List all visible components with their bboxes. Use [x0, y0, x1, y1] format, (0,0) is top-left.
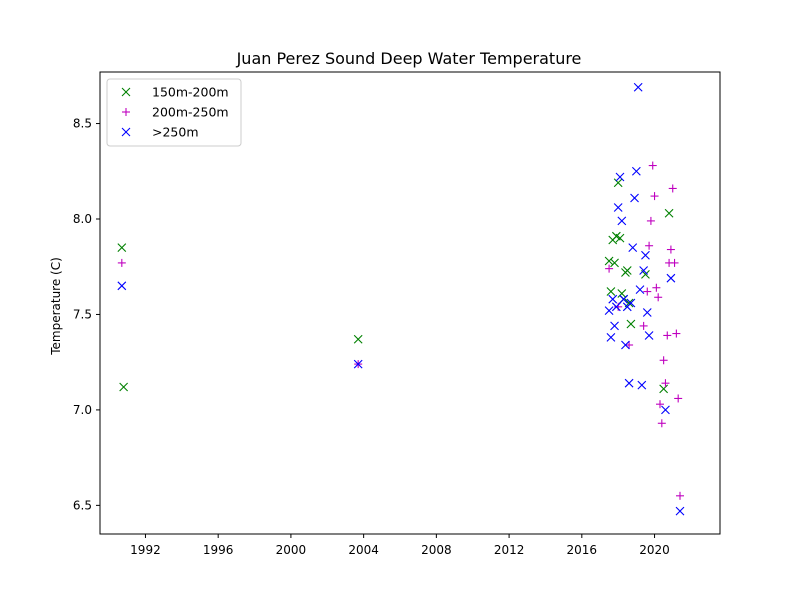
data-point	[615, 172, 625, 182]
legend-marker	[121, 87, 131, 97]
legend-box	[106, 78, 242, 147]
data-point	[610, 321, 619, 331]
data-point	[630, 193, 639, 203]
data-point	[353, 334, 363, 344]
data-point	[606, 332, 616, 342]
data-point	[639, 321, 648, 330]
data-point	[674, 394, 683, 403]
chart-title: Juan Perez Sound Deep Water Temperature	[236, 49, 582, 68]
y-tick-label: 6.5	[73, 498, 92, 512]
data-point	[668, 184, 677, 193]
data-point	[117, 243, 127, 253]
legend-label: 200m-250m	[152, 105, 229, 120]
data-points	[117, 82, 685, 516]
data-point	[605, 264, 614, 273]
data-point	[353, 359, 363, 369]
data-point	[650, 192, 659, 201]
data-point	[614, 302, 623, 311]
x-tick-label: 2000	[276, 543, 307, 557]
data-point	[604, 306, 614, 316]
data-point	[625, 341, 634, 349]
y-tick-label: 8.5	[73, 117, 92, 131]
legend-marker	[121, 127, 131, 137]
data-point	[615, 233, 625, 243]
data-point	[666, 245, 675, 254]
y-tick-label: 8.0	[73, 212, 92, 226]
data-point	[659, 384, 669, 394]
data-point	[608, 294, 618, 304]
data-point	[652, 283, 661, 292]
data-point	[672, 329, 681, 338]
legend-label: 150m-200m	[152, 85, 229, 100]
x-tick-label: 2012	[494, 543, 525, 557]
plot-frame	[99, 71, 721, 535]
legend-item: 150m-200m	[121, 85, 229, 100]
legend-item: 200m-250m	[122, 105, 229, 120]
data-point	[613, 178, 623, 188]
data-point	[661, 379, 670, 388]
data-point	[619, 294, 629, 304]
data-point	[657, 419, 666, 428]
legend-marker	[122, 108, 130, 116]
y-axis-label: Temperature (C)	[49, 257, 63, 356]
x-tick-label: 2020	[639, 543, 670, 557]
data-point	[604, 256, 614, 266]
y-tick-label: 7.0	[73, 403, 92, 417]
data-point	[666, 273, 676, 283]
y-axis: 6.5 7.0 7.5 8.0 8.5	[73, 117, 100, 512]
x-tick-label: 2008	[421, 543, 452, 557]
data-point	[646, 216, 655, 225]
data-point	[606, 287, 616, 296]
data-point	[617, 216, 627, 226]
data-point	[610, 258, 619, 268]
data-point	[633, 82, 643, 92]
series-0	[117, 178, 674, 394]
series-1	[117, 161, 684, 500]
x-axis: 1992 1996 2000 2004 2008 2012 2016 2020	[130, 534, 670, 557]
data-point	[613, 203, 623, 212]
data-point	[648, 161, 657, 170]
y-tick-label: 7.5	[73, 307, 92, 321]
data-point	[117, 281, 127, 291]
data-point	[626, 319, 636, 329]
legend: 150m-200m 200m-250m >250m	[106, 78, 242, 147]
x-tick-label: 2016	[567, 543, 598, 557]
data-point	[617, 289, 627, 298]
data-point	[664, 208, 674, 218]
data-point	[656, 400, 664, 409]
data-point	[637, 380, 647, 390]
data-point	[654, 293, 663, 302]
legend-item: >250m	[121, 125, 199, 140]
data-point	[635, 285, 645, 295]
data-point	[624, 378, 634, 388]
data-point	[117, 258, 126, 267]
legend-label: >250m	[152, 125, 199, 140]
data-point	[676, 491, 684, 500]
data-point	[659, 356, 668, 365]
data-point	[621, 340, 630, 350]
data-point	[631, 166, 641, 176]
data-point	[611, 302, 621, 312]
data-point	[641, 250, 650, 260]
data-point	[119, 382, 129, 392]
x-tick-label: 1996	[203, 543, 234, 557]
data-point	[642, 308, 652, 317]
data-point	[643, 287, 652, 296]
data-point	[628, 243, 638, 253]
data-point	[639, 266, 649, 275]
x-tick-label: 1992	[130, 543, 161, 557]
series-2	[117, 82, 685, 516]
data-point	[675, 506, 685, 516]
data-point	[645, 241, 654, 250]
x-tick-label: 2004	[348, 543, 379, 557]
data-point	[622, 266, 632, 275]
data-point	[644, 331, 654, 340]
data-point	[663, 331, 672, 340]
data-point	[670, 258, 679, 267]
data-point	[626, 298, 636, 308]
data-point	[661, 405, 670, 415]
